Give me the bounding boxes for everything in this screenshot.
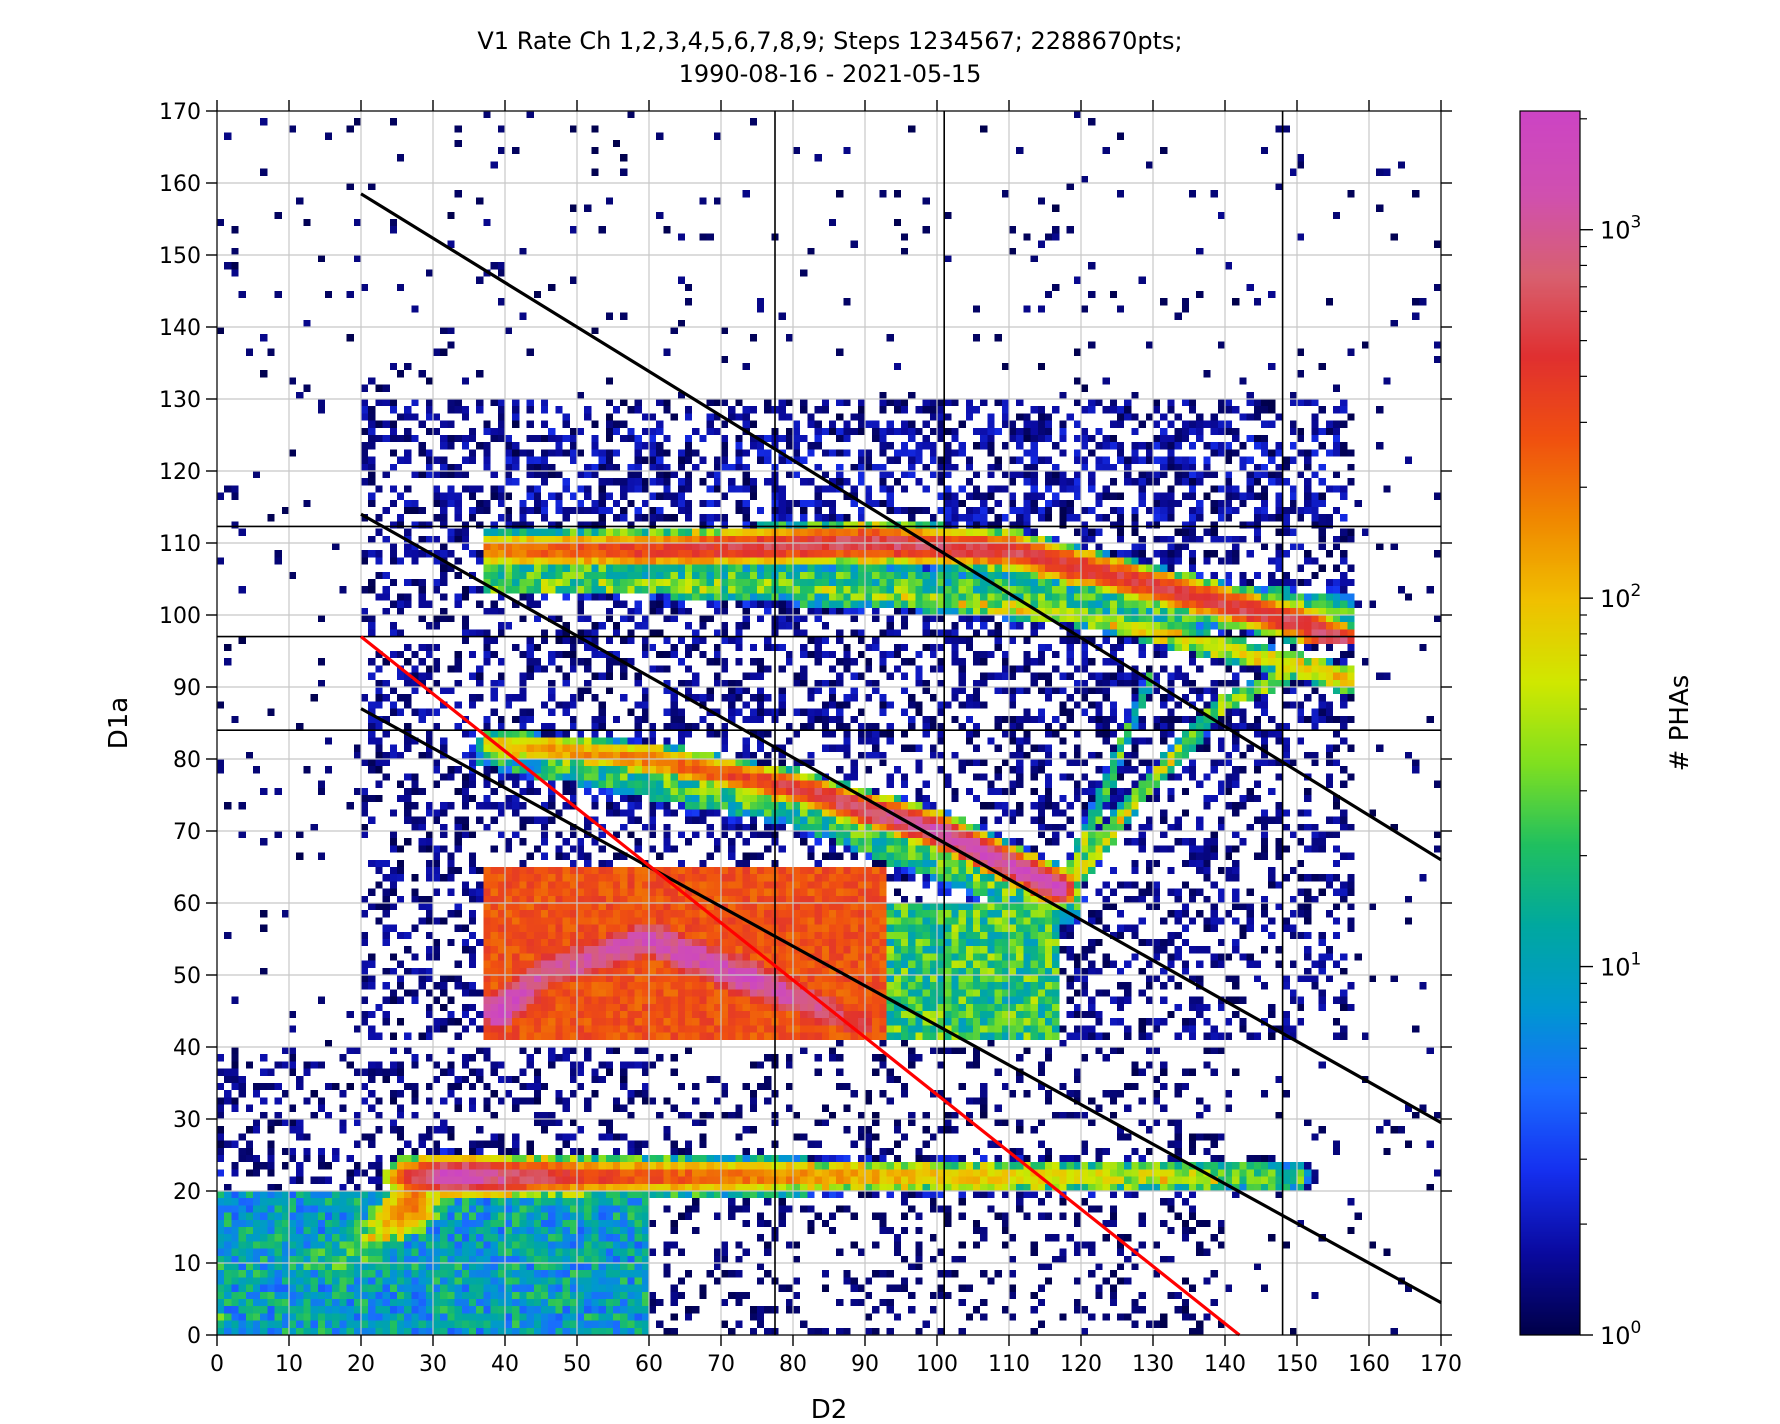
x-tick-label: 0: [210, 1352, 224, 1377]
x-tick-label: 90: [851, 1352, 879, 1377]
x-tick-label: 40: [491, 1352, 519, 1377]
colorbar-tick-label: 100: [1600, 1318, 1641, 1350]
x-tick-label: 50: [563, 1352, 591, 1377]
x-tick-label: 60: [635, 1352, 663, 1377]
colorbar: [1520, 111, 1580, 1335]
y-tick-label: 10: [173, 1252, 201, 1277]
chart-title-line1: V1 Rate Ch 1,2,3,4,5,6,7,8,9; Steps 1234…: [477, 27, 1183, 55]
chart-title-line2: 1990-08-16 - 2021-05-15: [678, 60, 982, 88]
heatmap-image: [217, 111, 1441, 1335]
x-tick-label: 70: [707, 1352, 735, 1377]
y-tick-label: 30: [173, 1108, 201, 1133]
y-tick-label: 90: [173, 676, 201, 701]
x-axis-label: D2: [811, 1395, 848, 1424]
colorbar-tick-label: 101: [1600, 950, 1641, 982]
x-tick-label: 20: [347, 1352, 375, 1377]
x-tick-label: 30: [419, 1352, 447, 1377]
x-tick-label: 150: [1276, 1352, 1318, 1377]
black-diagonal-line: [360, 707, 1442, 1305]
x-tick-label: 160: [1348, 1352, 1390, 1377]
colorbar-tick-label: 102: [1600, 581, 1641, 613]
y-tick-label: 170: [159, 100, 201, 125]
y-tick-label: 140: [159, 316, 201, 341]
y-tick-label: 40: [173, 1036, 201, 1061]
colorbar-tick-label: 103: [1600, 213, 1641, 245]
y-tick-label: 50: [173, 964, 201, 989]
y-tick-label: 70: [173, 820, 201, 845]
y-tick-label: 110: [159, 532, 201, 557]
red-diagonal-line: [360, 635, 1241, 1337]
black-diagonal-line: [360, 512, 1442, 1124]
x-tick-label: 80: [779, 1352, 807, 1377]
y-tick-label: 160: [159, 172, 201, 197]
x-tick-label: 120: [1060, 1352, 1102, 1377]
y-tick-label: 60: [173, 892, 201, 917]
y-tick-label: 150: [159, 244, 201, 269]
y-tick-label: 100: [159, 604, 201, 629]
x-tick-label: 170: [1420, 1352, 1462, 1377]
black-diagonal-line: [360, 192, 1442, 862]
plot-frame: [216, 110, 1442, 1336]
colorbar-label: # PHAs: [1665, 675, 1695, 772]
y-tick-label: 20: [173, 1180, 201, 1205]
y-tick-label: 0: [187, 1324, 201, 1349]
y-tick-label: 130: [159, 388, 201, 413]
y-tick-label: 120: [159, 460, 201, 485]
colorbar-frame: [1519, 110, 1581, 1336]
y-tick-label: 80: [173, 748, 201, 773]
x-tick-label: 110: [988, 1352, 1030, 1377]
y-axis-label: D1a: [104, 697, 134, 750]
x-tick-label: 140: [1204, 1352, 1246, 1377]
x-tick-label: 100: [916, 1352, 958, 1377]
x-tick-label: 10: [275, 1352, 303, 1377]
x-tick-label: 130: [1132, 1352, 1174, 1377]
